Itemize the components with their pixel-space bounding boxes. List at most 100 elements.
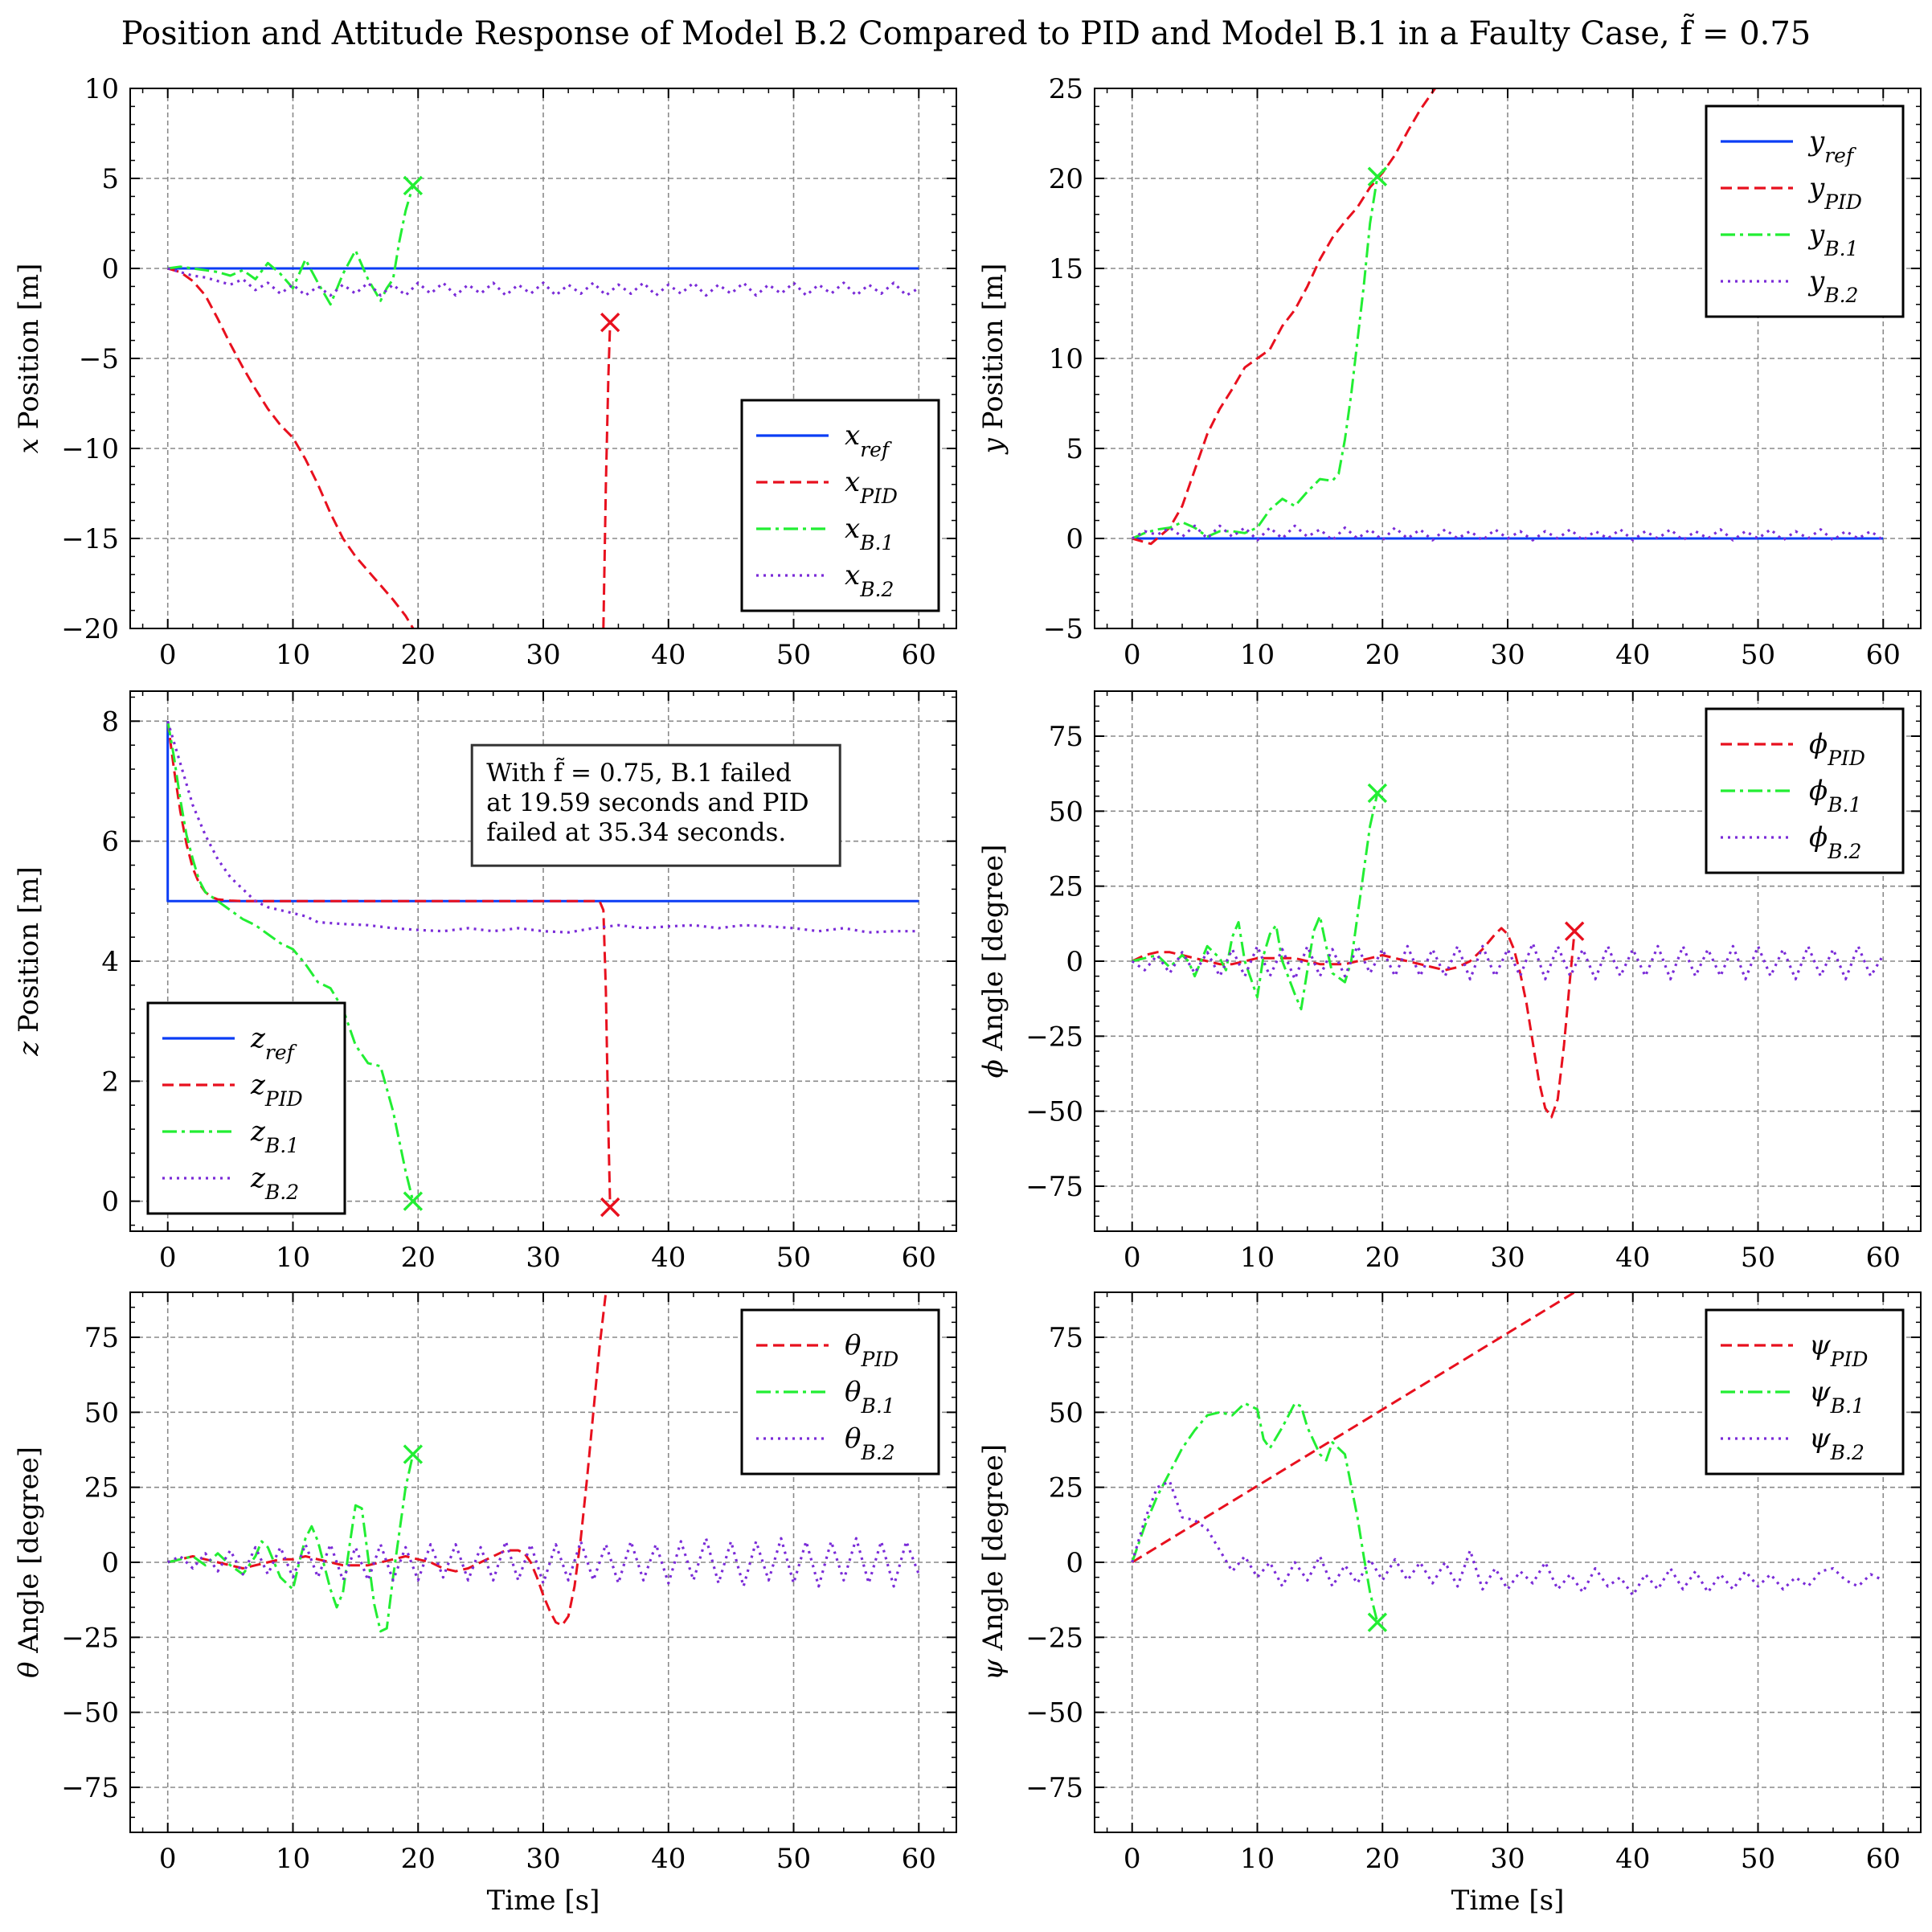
legend-entry: ϕB.1 (1809, 775, 1861, 817)
failure-marker-b1 (1367, 166, 1388, 186)
legend-entry: ψB.2 (1809, 1422, 1864, 1464)
legend-entry: ϕB.2 (1809, 821, 1861, 863)
y-tick-label: 20 (1049, 163, 1083, 195)
legend-subscript: B.1 (1824, 237, 1858, 260)
legend-subscript: PID (859, 485, 898, 508)
x-tick-label: 30 (1490, 639, 1525, 671)
y-tick-label: 50 (1049, 1397, 1083, 1429)
x-tick-label: 50 (1741, 639, 1775, 671)
x-tick-label: 20 (401, 1843, 436, 1875)
legend-symbol: y (1807, 265, 1825, 297)
legend-subscript: ref (265, 1041, 297, 1064)
failure-marker-stroke (1367, 166, 1388, 186)
chart-panel-psi: 0 10 20 30 40 50 60 −75 −50 −25 0 25 50 75 ψ Angle [de… (977, 1291, 1922, 1917)
annotation-line: at 19.59 seconds and PID (486, 788, 808, 817)
x-tick-label: 20 (401, 1242, 436, 1274)
x-tick-label: 40 (1615, 639, 1650, 671)
legend-subscript: PID (1830, 1348, 1869, 1371)
series-line-ψ_PID (1131, 1292, 1575, 1564)
y-tick-label: −5 (79, 343, 119, 375)
legend-subscript: B.1 (1827, 793, 1861, 817)
y-axis-label: x Position [m] (13, 264, 45, 454)
failure-marker-stroke (403, 175, 424, 196)
legend-symbol: y (1807, 172, 1825, 204)
legend-symbol: ϕ (1809, 728, 1828, 760)
legend-symbol: z (250, 1115, 266, 1148)
legend-entry: xB.2 (845, 559, 894, 601)
legend-entry: yPID (1807, 172, 1862, 214)
y-tick-label: −15 (61, 523, 119, 555)
failure-marker-stroke (403, 1444, 424, 1464)
y-tick-label: 0 (101, 253, 119, 285)
legend-subscript: B.2 (859, 578, 894, 601)
failure-marker-pid (600, 312, 620, 333)
legend-symbol: ψ (1809, 1376, 1831, 1408)
x-tick-label: 0 (159, 639, 177, 671)
x-tick-label: 30 (526, 639, 560, 671)
legend-symbol: θ (845, 1376, 861, 1408)
axis-label-symbol: y (977, 437, 1009, 455)
y-tick-label: −75 (1025, 1772, 1083, 1804)
legend-entry: xref (845, 420, 892, 461)
y-tick-label: 15 (1049, 253, 1083, 285)
failure-marker-stroke (1367, 783, 1388, 804)
series-line-y_B.2 (1131, 524, 1885, 542)
legend-subscript: ref (860, 438, 892, 461)
x-tick-label: 10 (1240, 1242, 1275, 1274)
y-tick-label: −75 (1025, 1171, 1083, 1203)
legend-entry: ψB.1 (1809, 1376, 1864, 1418)
axis-label-text: Position [m] (977, 264, 1009, 439)
legend-box (740, 399, 940, 612)
legend-symbol: ψ (1809, 1422, 1831, 1455)
legend-entry: zref (250, 1022, 297, 1064)
failure-marker-stroke (1564, 921, 1585, 941)
y-tick-label: −25 (61, 1622, 119, 1654)
x-tick-label: 50 (776, 1843, 811, 1875)
series-line-ψ_B.1 (1131, 1402, 1379, 1623)
x-tick-label: 20 (1365, 1843, 1400, 1875)
y-axis-label: θ Angle [degree] (13, 1447, 45, 1678)
legend-subscript: B.1 (860, 1394, 894, 1418)
annotation-line: failed at 35.34 seconds. (486, 818, 786, 847)
x-tick-label: 20 (1365, 639, 1400, 671)
y-tick-label: −20 (61, 613, 119, 645)
legend-entry: zB.2 (250, 1162, 299, 1204)
figure-title: Position and Attitude Response of Model … (121, 13, 1811, 52)
x-tick-label: 60 (1866, 1843, 1901, 1875)
failure-marker-b1 (403, 175, 424, 196)
legend-symbol: x (845, 466, 860, 498)
legend-symbol: z (250, 1022, 266, 1054)
legend-symbol: x (845, 420, 860, 452)
x-tick-label: 30 (1490, 1242, 1525, 1274)
x-tick-label: 50 (776, 1242, 811, 1274)
chart-panel-theta: 0 10 20 30 40 50 60 −75 −50 −25 0 25 50 75 θ Angle [de… (13, 1291, 957, 1917)
series-line-x_B.2 (167, 267, 920, 297)
x-tick-label: 30 (526, 1843, 560, 1875)
legend-entry: yB.1 (1807, 219, 1858, 260)
series-line-z_B.1 (166, 721, 415, 1202)
failure-marker-pid (600, 1197, 620, 1218)
y-tick-label: −50 (1025, 1096, 1083, 1128)
y-tick-label: 10 (84, 73, 119, 105)
y-tick-label: 75 (1049, 721, 1083, 753)
series-line-ϕ_PID (1132, 927, 1576, 1119)
x-tick-label: 20 (401, 639, 436, 671)
x-tick-label: 40 (1615, 1242, 1650, 1274)
legend-entry: θB.2 (845, 1422, 895, 1464)
y-tick-label: 75 (84, 1322, 119, 1354)
y-tick-label: 0 (1066, 946, 1083, 978)
legend-subscript: B.2 (264, 1181, 299, 1204)
axis-label-text: Position [m] (13, 866, 45, 1042)
legend-entry: yB.2 (1807, 265, 1858, 307)
legend-entry: θB.1 (845, 1376, 895, 1418)
y-tick-label: 5 (101, 163, 119, 195)
x-tick-label: 50 (1741, 1843, 1775, 1875)
legend-subscript: B.2 (860, 1441, 894, 1464)
